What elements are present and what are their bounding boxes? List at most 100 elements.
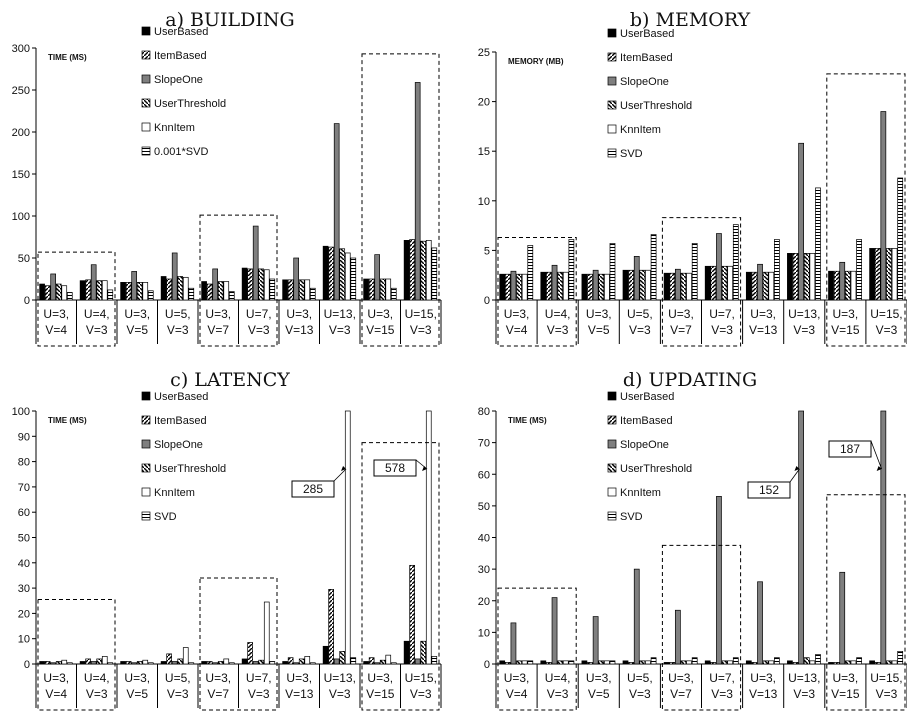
legend-label-slopeone: SlopeOne — [620, 76, 669, 88]
bar-userbased — [79, 280, 86, 301]
bar-knnitem — [385, 654, 392, 665]
category-label: V=3 — [547, 323, 569, 337]
legend-swatch-userthreshold — [607, 100, 617, 110]
bar-slopeone — [50, 273, 57, 301]
bar-userthreshold — [886, 248, 892, 301]
bar-slopeone — [633, 256, 640, 301]
category-label: U=4, — [84, 307, 110, 321]
bar-slopeone — [592, 269, 599, 301]
bar-itembased — [166, 278, 172, 301]
category-label: V=3 — [410, 687, 432, 701]
bar-svd — [650, 234, 657, 301]
category-label: V=3 — [629, 323, 651, 337]
bar-userbased — [581, 660, 588, 665]
bar-knnitem — [263, 269, 270, 301]
group-highlight-box — [661, 544, 742, 711]
bar-userbased — [79, 661, 86, 665]
bar-svd — [107, 662, 114, 665]
bar-userthreshold — [420, 240, 427, 301]
legend-label-knnitem: KnnItem — [620, 124, 661, 136]
legend-swatch-svd — [607, 148, 617, 158]
bar-svd — [732, 224, 739, 301]
legend-label-userthreshold: UserThreshold — [154, 98, 226, 110]
legend-swatch-knnitem — [141, 487, 151, 497]
category-label: U=3, — [286, 671, 312, 685]
bar-knnitem — [223, 658, 230, 665]
bar-knnitem — [768, 660, 775, 665]
category-label: V=3 — [86, 323, 108, 337]
bar-userbased — [120, 282, 126, 301]
bar-userthreshold — [136, 282, 143, 301]
category-label: U=3, — [43, 307, 69, 321]
bar-itembased — [125, 282, 132, 301]
bar-itembased — [874, 662, 881, 665]
bar-slopeone — [674, 268, 681, 301]
category-label: V=3 — [248, 323, 270, 337]
bar-slopeone — [798, 142, 804, 301]
y-tick-label: 40 — [18, 558, 30, 570]
bar-itembased — [792, 662, 799, 665]
group-highlight-box — [199, 577, 278, 711]
bar-knnitem — [344, 410, 351, 665]
bar-userthreshold — [339, 248, 346, 301]
panel-d: 0 10 20 30 40 50 60 70 80 TIME (MS) U=3, V=4 U=4, V=3… — [478, 391, 907, 711]
panel-b: 0 5 10 15 20 25 MEMORY (MB) U=3, V=4 U=4, V=3 U=3, V… — [478, 28, 907, 347]
panel-c: 0 10 20 30 40 50 60 70 80 90 100 TIME (MS) U=3, V=4 U=… — [12, 391, 442, 711]
bar-knnitem — [727, 660, 734, 665]
bar-userthreshold — [339, 650, 346, 665]
bar-knnitem — [645, 269, 651, 301]
category-label: U=7, — [246, 307, 272, 321]
bar-userbased — [363, 661, 369, 665]
bar-knnitem — [604, 273, 610, 301]
bar-knnitem — [562, 660, 569, 665]
y-tick-label: 0 — [484, 659, 490, 671]
bar-userbased — [622, 660, 629, 665]
bar-slopeone — [798, 410, 804, 665]
bar-userbased — [745, 271, 752, 301]
category-label: V=3 — [876, 687, 898, 701]
bar-userthreshold — [639, 660, 646, 665]
category-label: V=3 — [793, 687, 815, 701]
bar-knnitem — [182, 276, 189, 301]
bar-itembased — [85, 658, 91, 665]
group-highlight-box — [826, 494, 906, 711]
bar-userbased — [282, 661, 288, 665]
category-label: U=7, — [246, 671, 272, 685]
bar-knnitem — [182, 647, 189, 665]
category-label: V=13 — [749, 687, 778, 701]
bar-knnitem — [809, 660, 816, 665]
bar-svd — [856, 239, 862, 301]
bar-slopeone — [212, 268, 218, 301]
bar-svd — [390, 287, 397, 301]
bar-userbased — [39, 661, 45, 665]
bar-itembased — [587, 662, 593, 665]
group-highlight-box — [497, 587, 577, 711]
category-label: U=5, — [627, 671, 653, 685]
legend-swatch-userbased — [607, 28, 617, 38]
bar-itembased — [206, 661, 213, 665]
y-tick-label: 50 — [18, 253, 30, 265]
legend-label-svd: 0.001*SVD — [154, 146, 208, 158]
bar-slopeone — [551, 264, 558, 301]
category-label: U=3, — [504, 671, 530, 685]
bar-userbased — [704, 265, 711, 301]
category-label: V=13 — [285, 323, 314, 337]
y-tick-label: 100 — [12, 406, 30, 418]
panel-d-title: d) UPDATING — [623, 369, 757, 391]
category-label: U=5, — [165, 671, 191, 685]
legend-label-userbased: UserBased — [154, 391, 208, 403]
bar-userthreshold — [844, 270, 851, 301]
bar-userbased — [241, 658, 248, 665]
bar-svd — [147, 662, 154, 665]
bar-itembased — [368, 278, 375, 301]
bar-slopeone — [674, 609, 681, 665]
legend-swatch-svd — [141, 146, 151, 156]
y-tick-label: 150 — [12, 169, 30, 181]
bar-knnitem — [604, 660, 610, 665]
bar-knnitem — [61, 285, 68, 301]
category-label: V=3 — [329, 323, 351, 337]
bar-userthreshold — [136, 661, 143, 665]
bar-userbased — [282, 279, 288, 301]
category-label: V=4 — [45, 687, 67, 701]
